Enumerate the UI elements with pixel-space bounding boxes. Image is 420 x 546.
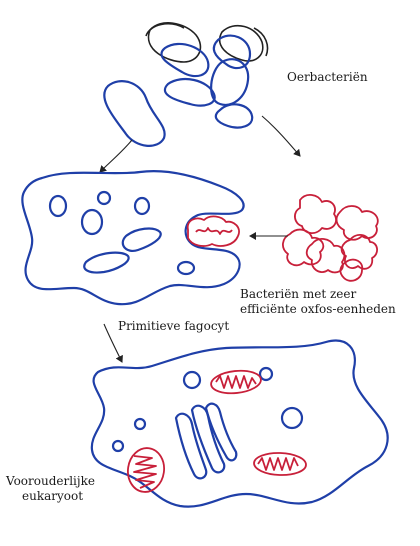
efficient-bacterium-6 [339, 258, 364, 282]
eukaryote-er-2 [190, 404, 226, 474]
eukaryote-er-3 [204, 402, 238, 462]
label-ancestral-eukaryote-line2: eukaryoot [22, 489, 84, 503]
black-bacterium-1-inner [145, 23, 185, 37]
arrow-to-phagocyte [99, 139, 133, 173]
engulfed-bacterium [186, 215, 240, 247]
blue-bacterium-4 [163, 77, 216, 107]
efficient-bacterium-2 [335, 205, 379, 241]
label-primitive-phagocyte: Primitieve fagocyt [118, 319, 230, 333]
label-ancestral-bacteria: Oerbacteriën [287, 70, 368, 84]
label-efficient-bacteria-line2: efficiënte oxfos-eenheden [240, 302, 396, 316]
phagocyte-membrane [21, 170, 245, 306]
label-efficient-bacteria-line1: Bacteriën met zeer [240, 287, 357, 301]
blue-bacterium-6 [214, 103, 254, 129]
label-ancestral-eukaryote-line1: Voorouderlijke [6, 474, 95, 488]
phagocyte-vesicle-3 [80, 208, 104, 236]
efficient-bacterium-3 [282, 228, 325, 267]
blue-bacterium-5 [103, 80, 166, 147]
blue-bacterium-1 [160, 42, 210, 78]
black-bacterium-2 [218, 24, 264, 62]
black-bacterium-2-inner [253, 27, 269, 57]
phagocyte-vesicle-4 [133, 196, 151, 216]
mitochondrion-3 [253, 452, 307, 476]
mitochondrion-2 [127, 447, 165, 493]
efficient-bacterium-4 [305, 238, 346, 274]
ancestral-bacteria-cluster [103, 22, 269, 147]
phagocyte-er-1 [121, 227, 162, 252]
eukaryote-er-1 [174, 412, 208, 480]
ancestral-eukaryote-cell [90, 339, 389, 508]
blue-bacterium-2 [212, 34, 252, 70]
primitive-phagocyte-cell [21, 170, 245, 306]
eukaryote-vesicle-1 [182, 370, 202, 390]
blue-bacterium-3 [210, 58, 250, 106]
efficient-bacterium-5 [340, 234, 378, 270]
phagocyte-vesicle-2 [96, 190, 112, 206]
engulfed-bacterium-cristae [195, 227, 233, 235]
phagocyte-vesicle-1 [48, 194, 68, 218]
eukaryote-membrane [90, 339, 389, 508]
arrow-to-efficient-bacteria [261, 115, 301, 157]
efficient-bacteria-cluster [282, 194, 379, 282]
phagocyte-er-2 [83, 251, 130, 274]
phagocyte-vesicle-5 [176, 260, 196, 276]
efficient-bacterium-1 [294, 194, 337, 234]
arrow-to-eukaryote [103, 323, 123, 363]
eukaryote-vesicle-2 [258, 366, 274, 382]
black-bacterium-1 [147, 22, 202, 63]
eukaryote-vesicle-4 [133, 417, 147, 431]
eukaryote-vesicle-3 [280, 406, 304, 430]
eukaryote-vesicle-5 [111, 439, 125, 453]
mitochondrion-1 [210, 369, 262, 395]
